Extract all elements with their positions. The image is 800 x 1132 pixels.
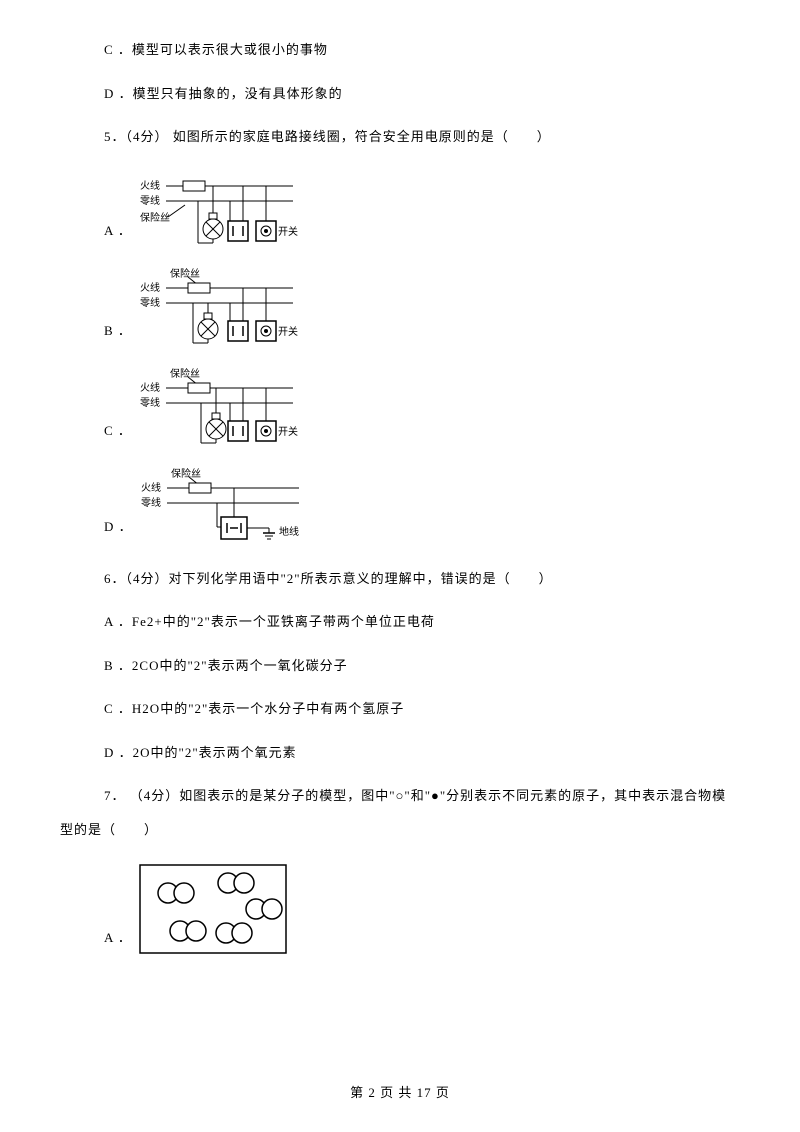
- label-huoxian: 火线: [141, 481, 161, 494]
- q5-label-d: D ．: [60, 517, 139, 545]
- q6-option-c: C ．H2O中的"2"表示一个水分子中有两个氢原子: [60, 699, 740, 719]
- q5-diagram-c: 保险丝 火线 零线: [138, 367, 298, 449]
- label-baoxian: 保险丝: [170, 267, 200, 280]
- q4-option-c: C ．模型可以表示很大或很小的事物: [60, 40, 740, 60]
- page-footer: 第 2 页 共 17 页: [0, 1083, 800, 1103]
- label-lingxian: 零线: [140, 194, 160, 207]
- label-dixian: 地线: [279, 525, 299, 538]
- q5-label-a: A ．: [60, 221, 138, 249]
- q5-option-d-row: D ． 保险丝 火线 零线 地线: [60, 467, 740, 545]
- q5-diagram-b: 保险丝 火线 零线: [138, 267, 298, 349]
- q4-option-d: D ．模型只有抽象的，没有具体形象的: [60, 84, 740, 104]
- q6-option-d: D ．2O中的"2"表示两个氧元素: [60, 743, 740, 763]
- q5-option-c-row: C ． 保险丝 火线 零线: [60, 367, 740, 449]
- label-kaiguan: 开关: [278, 225, 298, 238]
- label-huoxian: 火线: [140, 281, 160, 294]
- q6-option-b: B ．2CO中的"2"表示两个一氧化碳分子: [60, 656, 740, 676]
- label-baoxian: 保险丝: [171, 467, 201, 480]
- label-kaiguan: 开关: [278, 425, 298, 438]
- q5-label-b: B ．: [60, 321, 138, 349]
- label-baoxian: 保险丝: [170, 367, 200, 380]
- q7-option-a-row: A ．: [60, 863, 740, 955]
- q7-diagram-a: [138, 863, 288, 955]
- q7-stem-2: 型的是（ ）: [60, 820, 740, 840]
- label-baoxian: 保险丝: [140, 211, 170, 224]
- label-lingxian: 零线: [140, 296, 160, 309]
- q7-label-a: A ．: [60, 928, 138, 956]
- q5-label-c: C ．: [60, 421, 138, 449]
- label-kaiguan: 开关: [278, 325, 298, 338]
- q5-diagram-d: 保险丝 火线 零线 地线: [139, 467, 314, 545]
- q7-stem-1: 7． （4分）如图表示的是某分子的模型，图中"○"和"●"分别表示不同元素的原子…: [60, 786, 740, 806]
- q5-option-b-row: B ． 保险丝 火线 零线: [60, 267, 740, 349]
- label-huoxian: 火线: [140, 381, 160, 394]
- q5-option-a-row: A ． 火线 零线 保险丝: [60, 171, 740, 249]
- q6-option-a: A ．Fe2+中的"2"表示一个亚铁离子带两个单位正电荷: [60, 612, 740, 632]
- label-huoxian: 火线: [140, 179, 160, 192]
- q5-stem: 5．（4分） 如图所示的家庭电路接线圈，符合安全用电原则的是（ ）: [60, 127, 740, 147]
- label-lingxian: 零线: [140, 396, 160, 409]
- label-lingxian: 零线: [141, 496, 161, 509]
- q6-stem: 6．（4分）对下列化学用语中"2"所表示意义的理解中，错误的是（ ）: [60, 569, 740, 589]
- q5-diagram-a: 火线 零线 保险丝: [138, 171, 298, 249]
